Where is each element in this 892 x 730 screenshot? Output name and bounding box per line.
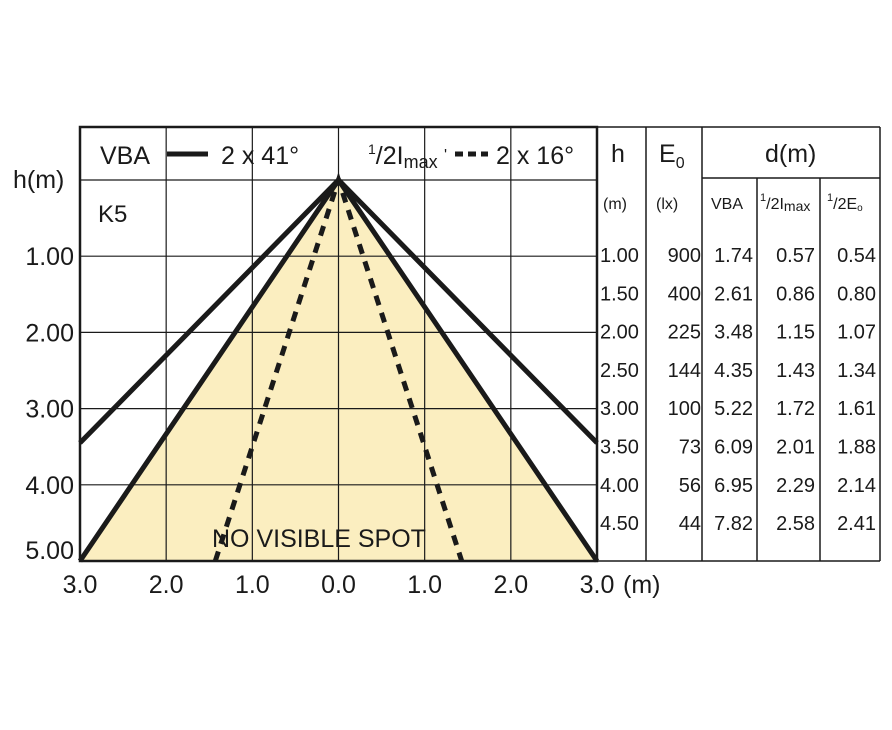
- table-header-d: d(m): [765, 140, 816, 168]
- table-cell-half-e0: 1.61: [837, 398, 876, 420]
- x-tick-label: 1.0: [235, 571, 270, 599]
- x-tick-label: 2.0: [493, 571, 528, 599]
- table-header-e0: E0: [659, 140, 685, 172]
- table-cell-half-imax: 1.43: [776, 360, 815, 382]
- table-cell-e0: 144: [668, 360, 701, 382]
- table-cell-h: 1.50: [600, 283, 639, 305]
- table-header-e0-unit: (lx): [656, 196, 678, 213]
- x-tick-label: 1.0: [407, 571, 442, 599]
- table-subheader-half-e0: 1/2Eo: [827, 192, 863, 214]
- legend-half-imax-label: 1/2Imax: [368, 141, 438, 172]
- table-header-e0-main: E: [659, 140, 676, 168]
- y-axis-label: h(m): [13, 166, 64, 194]
- table-subheader-half-imax-slash: /2: [766, 196, 779, 213]
- legend-half-imax-slash: /2: [376, 142, 397, 170]
- table-subheader-half-imax-main: I: [779, 196, 783, 213]
- table-cell-half-e0: 2.14: [837, 475, 876, 497]
- table-cell-half-imax: 0.57: [776, 245, 815, 267]
- plot-frame: [78, 125, 599, 563]
- table-cell-vba: 1.74: [714, 245, 753, 267]
- table-cell-e0: 44: [679, 513, 701, 535]
- x-axis-unit: (m): [623, 571, 660, 599]
- legend-vba-angle: 2 x 41°: [221, 142, 299, 170]
- table-cell-half-e0: 1.07: [837, 322, 876, 344]
- table-cell-half-imax: 2.58: [776, 513, 815, 535]
- x-tick-labels: 3.0 2.0 1.0 0.0 1.0 2.0 3.0: [63, 571, 615, 599]
- table-cell-e0: 73: [679, 437, 701, 459]
- x-tick-label: 3.0: [63, 571, 98, 599]
- table-cell-half-imax: 1.72: [776, 398, 815, 420]
- table-subheader-half-imax: 1/2Imax: [760, 192, 810, 214]
- table-cell-vba: 4.35: [714, 360, 753, 382]
- table-cell-vba: 6.09: [714, 437, 753, 459]
- table-header-e0-sub: 0: [676, 155, 685, 172]
- table-cell-h: 3.00: [600, 398, 639, 420]
- x-tick-label: 0.0: [321, 571, 356, 599]
- table-cell-half-e0: 1.34: [837, 360, 876, 382]
- table-subheader-half-e0-sub: o: [857, 203, 863, 214]
- table-cell-e0: 225: [668, 322, 701, 344]
- table-cell-half-e0: 0.80: [837, 283, 876, 305]
- table-cell-h: 4.50: [600, 513, 639, 535]
- table-cell-vba: 3.48: [714, 322, 753, 344]
- y-tick-label: 5.00: [25, 537, 74, 565]
- table-subheader-half-e0-main: E: [846, 196, 857, 213]
- table-cell-vba: 2.61: [714, 283, 753, 305]
- no-visible-spot-annotation: NO VISIBLE SPOT: [212, 525, 426, 553]
- table-cell-half-imax: 2.01: [776, 437, 815, 459]
- x-tick-label: 2.0: [149, 571, 184, 599]
- table-cell-vba: 5.22: [714, 398, 753, 420]
- table-subheader-half-e0-sup: 1: [827, 192, 833, 204]
- k5-label: K5: [98, 201, 127, 228]
- x-tick-label: 3.0: [580, 571, 615, 599]
- y-tick-label: 4.00: [25, 472, 74, 500]
- table-header-h-unit: (m): [603, 196, 627, 213]
- legend-half-imax-angle: 2 x 16°: [496, 142, 574, 170]
- table-cell-half-imax: 1.15: [776, 322, 815, 344]
- legend-half-imax-main: I: [397, 142, 404, 170]
- table-cell-h: 1.00: [600, 245, 639, 267]
- legend-half-imax-sub: max: [404, 152, 438, 172]
- table-header-h: h: [611, 140, 625, 168]
- y-tick-label: 1.00: [25, 243, 74, 271]
- table-subheader-half-e0-slash: /2: [833, 196, 846, 213]
- table-cell-half-e0: 0.54: [837, 245, 876, 267]
- y-tick-label: 2.00: [25, 319, 74, 347]
- table-subheader-half-imax-sup: 1: [760, 192, 766, 204]
- table-subheader-vba: VBA: [711, 196, 743, 213]
- y-tick-labels: 1.00 2.00 3.00 4.00 5.00: [25, 243, 74, 565]
- legend-half-imax-sup: 1: [368, 141, 376, 157]
- series-line-cone-edge: [77, 175, 600, 563]
- table-cell-vba: 7.82: [714, 513, 753, 535]
- series-layer: [77, 171, 600, 563]
- table-cell-e0: 56: [679, 475, 701, 497]
- legend-vba-label: VBA: [100, 142, 150, 170]
- table-cell-h: 2.00: [600, 322, 639, 344]
- data-table: h (m) E0 (lx) d(m) VBA 1/2Imax 1/2Eo 1.0…: [597, 126, 881, 562]
- table-cell-e0: 100: [668, 398, 701, 420]
- table-cell-half-e0: 2.41: [837, 513, 876, 535]
- grid-layer: [80, 127, 597, 561]
- table-cell-half-e0: 1.88: [837, 437, 876, 459]
- table-cell-h: 3.50: [600, 437, 639, 459]
- table-cell-vba: 6.95: [714, 475, 753, 497]
- table-rows: 1.00 900 1.74 0.57 0.54 1.50 400 2.61 0.86 0.80 2.…: [600, 245, 876, 535]
- table-cell-h: 2.50: [600, 360, 639, 382]
- table-cell-e0: 900: [668, 245, 701, 267]
- y-tick-label: 3.00: [25, 396, 74, 424]
- table-cell-e0: 400: [668, 283, 701, 305]
- table-cell-h: 4.00: [600, 475, 639, 497]
- table-subheader-half-imax-sub: max: [784, 198, 810, 214]
- table-cell-half-imax: 2.29: [776, 475, 815, 497]
- table-cell-half-imax: 0.86: [776, 283, 815, 305]
- legend-half-imax-tick: ': [444, 147, 447, 164]
